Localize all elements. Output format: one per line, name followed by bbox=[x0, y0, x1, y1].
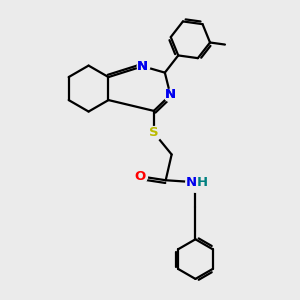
Text: H: H bbox=[197, 176, 208, 189]
Text: S: S bbox=[149, 126, 159, 139]
Text: O: O bbox=[134, 170, 146, 183]
Text: N: N bbox=[186, 176, 197, 189]
Text: N: N bbox=[165, 88, 176, 101]
Text: N: N bbox=[137, 60, 148, 73]
Text: N: N bbox=[137, 60, 148, 73]
Text: N: N bbox=[165, 88, 176, 101]
